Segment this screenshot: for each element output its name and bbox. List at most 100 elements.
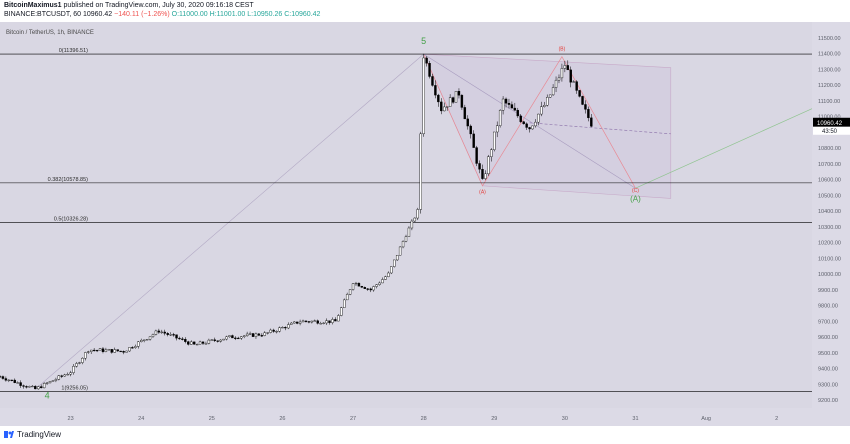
candle-body	[116, 349, 119, 352]
fib-levels: 0(11396.51) 0.382(10578.85) 0.5(10326.28) 1…	[0, 48, 812, 392]
time-tick: 27	[350, 416, 356, 422]
candle-body	[387, 272, 390, 277]
candle-body	[113, 349, 116, 353]
candle-body	[478, 163, 481, 170]
price-tick: 10700.00	[818, 162, 841, 168]
price-tick: 11400.00	[818, 52, 841, 58]
symbol-name: BINANCE:BTCUSDT, 60	[4, 11, 82, 18]
candle-body	[140, 339, 143, 343]
candle-body	[445, 106, 449, 108]
wave-label: 4	[45, 391, 50, 401]
price-tick: 11200.00	[818, 83, 841, 89]
candle-body	[192, 341, 196, 345]
candle-body	[416, 209, 419, 219]
candle-body	[104, 349, 108, 352]
candle-body	[7, 379, 11, 381]
candle-body	[98, 348, 102, 351]
candle-body	[546, 97, 549, 106]
price-axis: 11500.00 11400.00 11300.00 11200.00 11100.00…	[813, 36, 850, 404]
fib-label: 1(9256.05)	[61, 385, 88, 391]
price-axis-panel	[812, 22, 850, 426]
candle-body	[151, 334, 155, 337]
candle-body	[540, 106, 543, 115]
candle-body	[404, 236, 408, 242]
candle-body	[184, 339, 187, 342]
projection-line	[423, 53, 636, 189]
candle-body	[548, 94, 552, 98]
candle-body	[331, 319, 334, 323]
candle-body	[481, 169, 484, 179]
candle-body	[198, 341, 202, 345]
candle-body	[348, 289, 352, 295]
candle-body	[431, 76, 434, 86]
candle-body	[372, 286, 375, 291]
candle-body	[466, 118, 469, 127]
candle-body	[245, 333, 249, 337]
candle-body	[360, 286, 364, 288]
candle-body	[54, 379, 58, 381]
candle-body	[563, 65, 567, 69]
candle-body	[13, 379, 16, 383]
candle-body	[31, 385, 34, 388]
chart-background	[0, 22, 850, 426]
price-chart[interactable]: 0(11396.51) 0.382(10578.85) 0.5(10326.28) 1…	[0, 22, 850, 426]
candle-body	[166, 333, 169, 335]
candle-body	[410, 220, 414, 229]
candle-body	[310, 320, 314, 323]
candle-body	[175, 334, 178, 339]
candle-body	[242, 335, 246, 337]
time-tick: 29	[491, 416, 497, 422]
candle-body	[210, 339, 214, 341]
candle-body	[269, 329, 272, 333]
publish-details: published on TradingView.com, July 30, 2…	[63, 2, 254, 9]
author-name[interactable]: BitcoinMaximus1	[4, 2, 62, 9]
wave-annotations: 45(A)(B)(C)(A)	[45, 36, 642, 400]
price-tick: 9400.00	[818, 367, 838, 373]
candle-body	[25, 386, 28, 388]
candle-body	[393, 259, 396, 267]
candle-body	[48, 381, 52, 384]
candle-body	[319, 323, 322, 325]
candle-body	[525, 123, 528, 128]
time-tick: 2	[775, 416, 778, 422]
candle-body	[290, 322, 293, 325]
candle-body	[92, 349, 96, 352]
candle-body	[75, 363, 78, 367]
candle-body	[569, 69, 572, 83]
price-tick: 9300.00	[818, 382, 838, 388]
candle-body	[19, 382, 22, 386]
abc-wave-path	[423, 53, 636, 189]
candle-body	[375, 284, 378, 287]
candle-body	[172, 334, 175, 336]
candle-body	[4, 378, 8, 381]
candle-body	[437, 94, 440, 103]
candle-body	[260, 335, 264, 337]
candle-body	[231, 335, 234, 339]
price-tick: 11100.00	[818, 99, 840, 105]
candle-body	[560, 68, 564, 79]
candle-body	[298, 321, 302, 324]
candle-body	[248, 333, 252, 335]
candle-body	[60, 375, 63, 377]
footer-brand[interactable]: TradingView	[17, 430, 62, 439]
candle-body	[328, 320, 331, 323]
median-line	[529, 122, 671, 135]
candle-body	[90, 349, 93, 352]
candle-body	[16, 382, 19, 384]
candle-body	[395, 255, 399, 261]
footer: TradingView	[0, 426, 850, 444]
publish-info: BitcoinMaximus1 published on TradingView…	[4, 2, 254, 9]
price-tick: 11300.00	[818, 67, 841, 73]
candle-body	[472, 133, 475, 148]
price-tick: 11000.00	[818, 115, 841, 121]
candle-body	[63, 374, 66, 377]
candle-body	[434, 85, 437, 96]
green-projection	[635, 108, 813, 189]
candle-body	[39, 386, 43, 389]
price-tick: 9700.00	[818, 319, 838, 325]
candle-body	[531, 125, 534, 130]
candle-body	[584, 104, 587, 110]
candle-body	[425, 57, 428, 64]
candle-body	[84, 352, 87, 359]
price-tick: 10400.00	[818, 209, 841, 215]
